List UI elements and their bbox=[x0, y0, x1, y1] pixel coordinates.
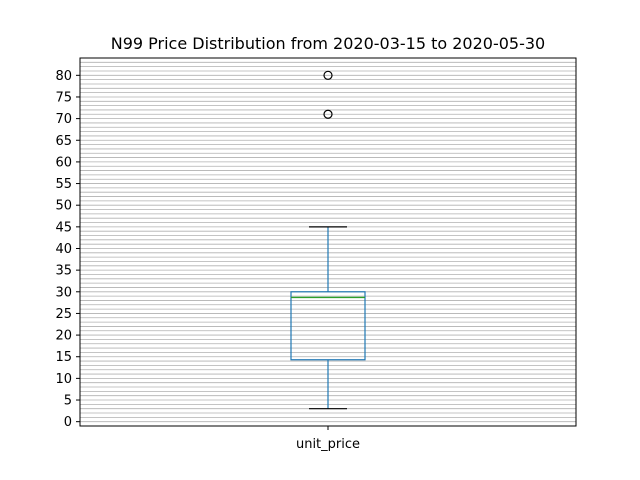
y-tick-label: 45 bbox=[55, 220, 72, 235]
iqr-box bbox=[290, 291, 366, 361]
y-tick-label: 5 bbox=[64, 394, 72, 409]
y-tick-label: 70 bbox=[55, 112, 72, 127]
y-tick-label: 40 bbox=[55, 242, 72, 257]
y-tick-label: 75 bbox=[55, 90, 72, 105]
y-tick-label: 20 bbox=[55, 329, 72, 344]
outlier-point bbox=[323, 109, 333, 119]
x-tick-label: unit_price bbox=[296, 437, 360, 452]
y-tick-label: 80 bbox=[55, 69, 72, 84]
y-tick-label: 10 bbox=[55, 372, 72, 387]
y-tick-label: 65 bbox=[55, 134, 72, 149]
y-tick-label: 0 bbox=[64, 415, 72, 430]
y-tick-label: 15 bbox=[55, 350, 72, 365]
outlier-point bbox=[323, 70, 333, 80]
chart-title: N99 Price Distribution from 2020-03-15 t… bbox=[111, 34, 545, 53]
y-tick-label: 55 bbox=[55, 177, 72, 192]
axes: 0 5 10 15 20 25 30 35 40 45 50 55 60 65 70 75 80 unit_pri… bbox=[55, 69, 360, 452]
box-group bbox=[290, 70, 366, 410]
y-tick-label: 30 bbox=[55, 285, 72, 300]
y-tick-label: 25 bbox=[55, 307, 72, 322]
y-tick-label: 35 bbox=[55, 264, 72, 279]
y-tick-label: 50 bbox=[55, 199, 72, 214]
y-tick-label: 60 bbox=[55, 155, 72, 170]
